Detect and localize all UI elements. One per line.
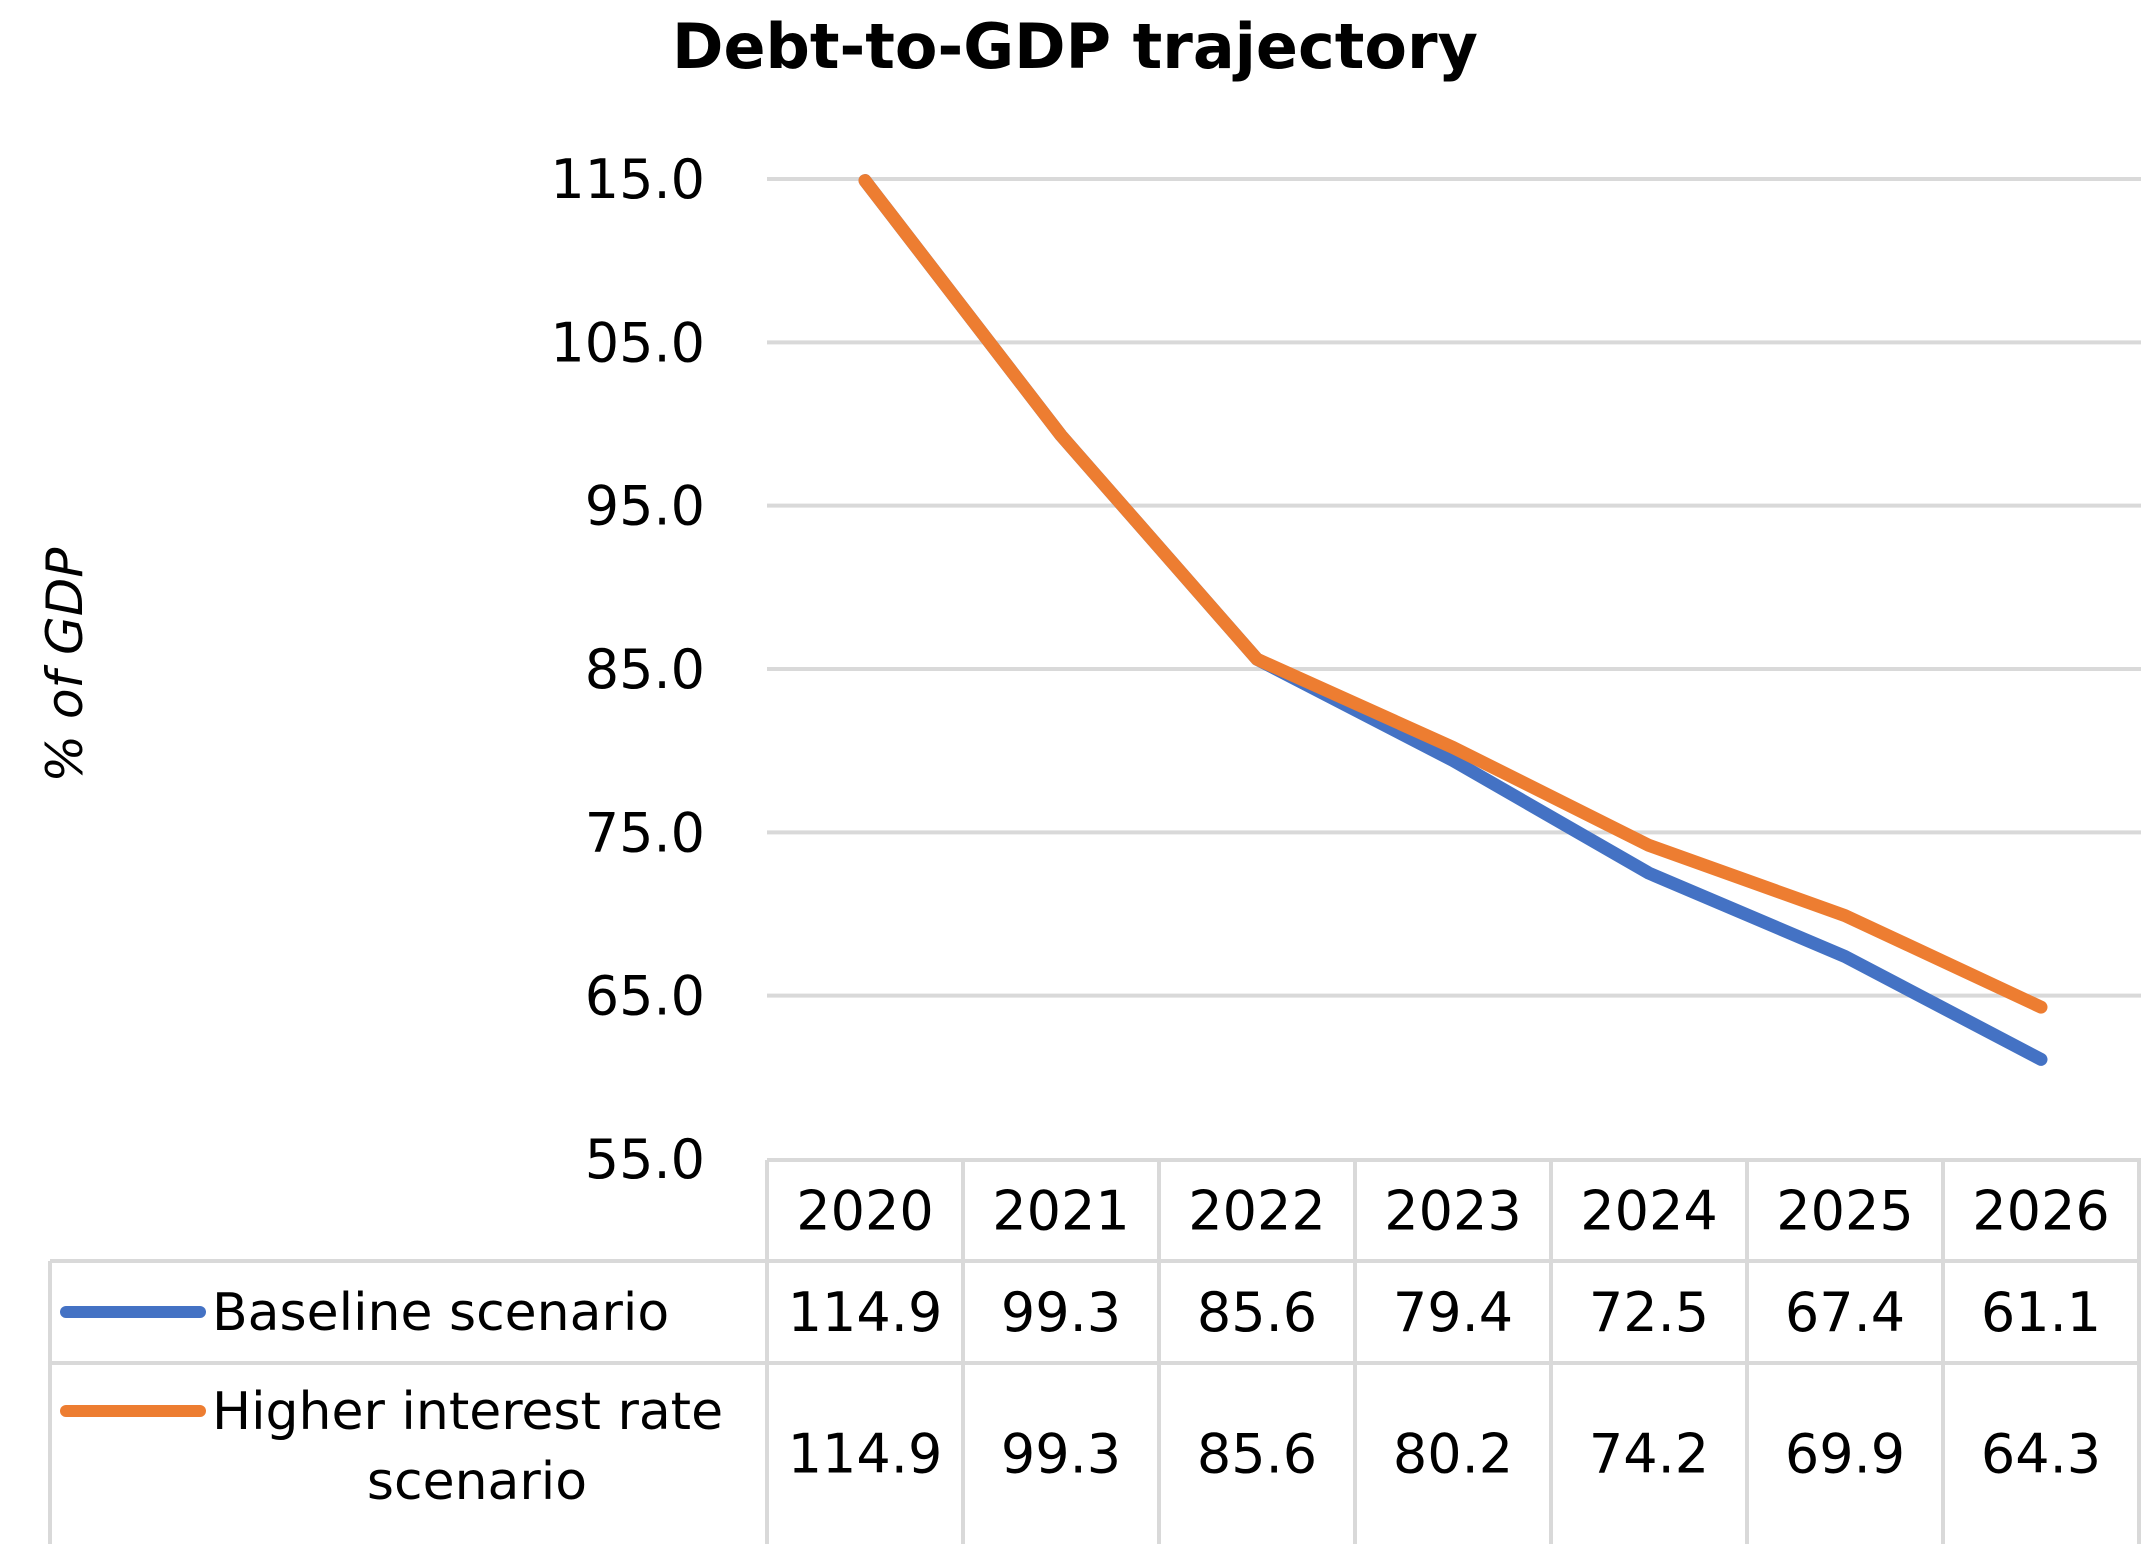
table-value-baseline-scenario: 79.4 (1393, 1281, 1513, 1344)
y-axis-label: % of GDP (36, 547, 94, 783)
x-category-label: 2021 (992, 1180, 1129, 1243)
table-value-higher-interest-rate-scenario: 64.3 (1981, 1423, 2101, 1486)
series-lines (858, 174, 2048, 1066)
gridlines (767, 177, 2141, 998)
table-value-higher-interest-rate-scenario: 85.6 (1197, 1423, 1317, 1486)
table-value-higher-interest-rate-scenario: 74.2 (1589, 1423, 1709, 1486)
y-axis-ticks: 115.0 105.0 95.0 85.0 75.0 65.0 55.0 (550, 148, 705, 1191)
y-tick-label: 105.0 (550, 311, 705, 374)
table-value-baseline-scenario: 61.1 (1981, 1281, 2101, 1344)
table-value-higher-interest-rate-scenario: 114.9 (788, 1423, 943, 1486)
y-tick-label: 75.0 (585, 801, 705, 864)
table-value-baseline-scenario: 67.4 (1785, 1281, 1905, 1344)
series-label-higher-interest-rate-scenario: scenario (367, 1452, 587, 1512)
x-category-label: 2022 (1188, 1180, 1325, 1243)
table-value-baseline-scenario: 114.9 (788, 1281, 943, 1344)
data-table: 2020 2021 2022 2023 2024 2025 2026 Baseline sce… (48, 1158, 2141, 1544)
chart-title: Debt-to-GDP trajectory (672, 10, 1478, 83)
y-tick-label: 115.0 (550, 148, 705, 211)
table-value-higher-interest-rate-scenario: 69.9 (1785, 1423, 1905, 1486)
x-category-label: 2026 (1972, 1180, 2109, 1243)
table-value-baseline-scenario: 72.5 (1589, 1281, 1709, 1344)
y-tick-label: 65.0 (585, 965, 705, 1028)
x-category-label: 2024 (1580, 1180, 1717, 1243)
series-label-baseline-scenario: Baseline scenario (212, 1283, 669, 1343)
table-value-higher-interest-rate-scenario: 99.3 (1001, 1423, 1121, 1486)
series-line-higher-interest-rate-scenario (858, 174, 2048, 1014)
table-value-baseline-scenario: 99.3 (1001, 1281, 1121, 1344)
x-category-label: 2025 (1776, 1180, 1913, 1243)
y-tick-label: 55.0 (585, 1128, 705, 1191)
series-label-higher-interest-rate-scenario: Higher interest rate (212, 1382, 723, 1442)
table-value-higher-interest-rate-scenario: 80.2 (1393, 1423, 1513, 1486)
table-value-baseline-scenario: 85.6 (1197, 1281, 1317, 1344)
y-tick-label: 95.0 (585, 475, 705, 538)
y-tick-label: 85.0 (585, 638, 705, 701)
x-category-label: 2020 (796, 1180, 933, 1243)
x-category-label: 2023 (1384, 1180, 1521, 1243)
